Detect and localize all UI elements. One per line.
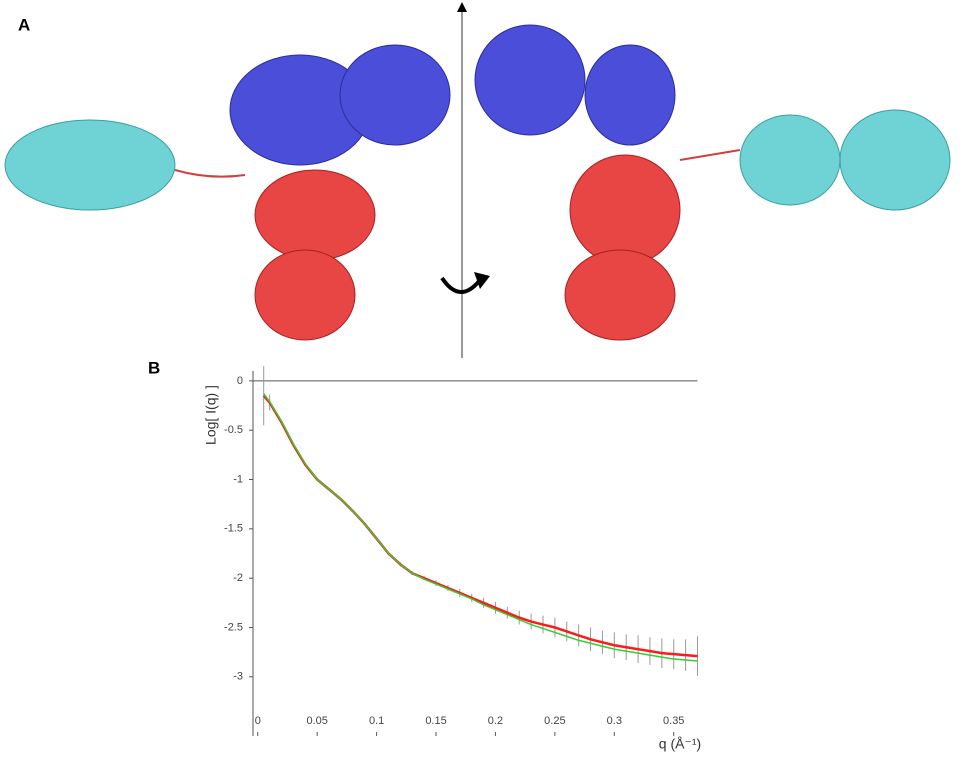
domain-blue — [339, 44, 451, 146]
data-line — [263, 393, 698, 662]
protein-structures — [4, 2, 951, 358]
linker — [174, 169, 246, 178]
linker — [679, 149, 741, 161]
domain-blue — [474, 24, 586, 136]
y-tick-label: 0 — [237, 375, 243, 387]
x-axis-label: q (Å⁻¹) — [659, 736, 701, 752]
panel-label: A — [18, 15, 30, 34]
y-tick-label: -3 — [233, 671, 243, 683]
y-axis-label: Log[ I(q) ] — [203, 385, 219, 445]
y-tick-label: -2 — [233, 572, 243, 584]
rotation-arrow — [440, 276, 482, 294]
domain-red — [564, 249, 676, 341]
x-tick-label: 0.35 — [663, 715, 684, 727]
domain-cyan — [739, 114, 841, 206]
panel-label: B — [148, 358, 160, 377]
y-tick-label: -1.5 — [224, 523, 243, 535]
y-tick-label: -2.5 — [224, 621, 243, 633]
rotation-arrowhead — [474, 272, 490, 289]
x-tick-label: 0.1 — [369, 715, 384, 727]
y-tick-label: -0.5 — [224, 424, 243, 436]
domain-cyan — [4, 119, 176, 211]
domain-red — [254, 169, 376, 261]
axis-arrowhead — [457, 2, 467, 12]
data-line — [262, 394, 698, 658]
domain-blue — [584, 44, 676, 146]
x-tick-label: 0.2 — [488, 715, 503, 727]
x-tick-label: 0.25 — [544, 715, 565, 727]
x-tick-label: 0 — [255, 715, 261, 727]
x-tick-label: 0.05 — [306, 715, 327, 727]
domain-red — [569, 154, 681, 266]
x-tick-label: 0.3 — [607, 715, 622, 727]
domain-red — [254, 249, 356, 341]
domain-cyan — [839, 109, 951, 211]
x-tick-label: 0.15 — [425, 715, 446, 727]
y-tick-label: -1 — [233, 473, 243, 485]
